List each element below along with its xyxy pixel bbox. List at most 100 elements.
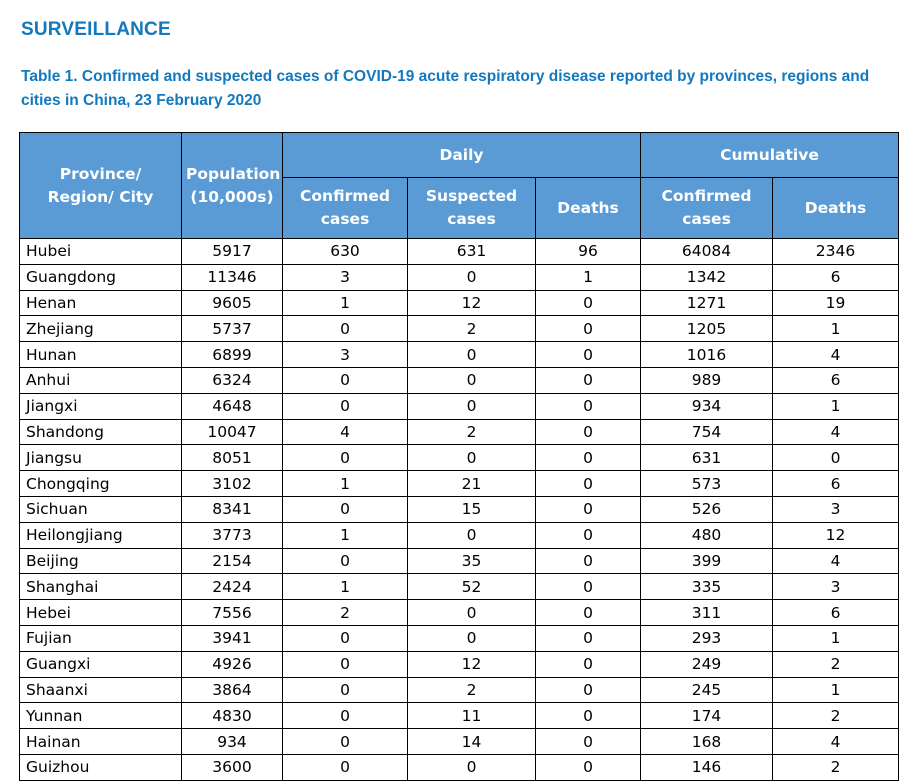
cell-cumulative-confirmed: 168 bbox=[640, 728, 773, 755]
cell-cumulative-deaths: 4 bbox=[772, 547, 899, 575]
cell-population: 10047 bbox=[181, 418, 283, 446]
cell-daily-suspected: 12 bbox=[407, 289, 536, 317]
cell-daily-confirmed: 0 bbox=[282, 624, 408, 652]
cell-cumulative-deaths: 6 bbox=[772, 263, 899, 291]
cell-daily-deaths: 0 bbox=[535, 392, 641, 420]
cell-population: 4926 bbox=[181, 650, 283, 678]
cell-daily-confirmed: 0 bbox=[282, 366, 408, 394]
table-row: Shanghai 2424 1 52 0 335 3 bbox=[19, 573, 899, 601]
table-row: Yunnan 4830 0 11 0 174 2 bbox=[19, 702, 899, 730]
cell-population: 934 bbox=[181, 728, 283, 755]
cell-province: Anhui bbox=[19, 366, 182, 394]
cell-province: Guangdong bbox=[19, 263, 182, 291]
cell-province: Shaanxi bbox=[19, 676, 182, 704]
cell-cumulative-confirmed: 934 bbox=[640, 392, 773, 420]
cell-cumulative-deaths: 4 bbox=[772, 418, 899, 446]
cell-cumulative-deaths: 6 bbox=[772, 366, 899, 394]
cell-population: 5737 bbox=[181, 315, 283, 343]
cell-daily-deaths: 0 bbox=[535, 599, 641, 626]
cell-daily-confirmed: 0 bbox=[282, 547, 408, 575]
cell-daily-deaths: 0 bbox=[535, 521, 641, 549]
cell-cumulative-confirmed: 480 bbox=[640, 521, 773, 549]
cell-daily-suspected: 12 bbox=[407, 650, 536, 678]
cell-daily-suspected: 14 bbox=[407, 728, 536, 755]
cell-daily-deaths: 1 bbox=[535, 263, 641, 291]
header-cumulative-deaths: Deaths bbox=[772, 177, 899, 239]
cell-daily-deaths: 96 bbox=[535, 238, 641, 265]
cell-daily-deaths: 0 bbox=[535, 418, 641, 446]
header-daily-deaths: Deaths bbox=[535, 177, 641, 239]
cell-cumulative-confirmed: 754 bbox=[640, 418, 773, 446]
header-province: Province/ Region/ City bbox=[19, 132, 182, 239]
table-row: Henan 9605 1 12 0 1271 19 bbox=[19, 289, 899, 317]
header-daily-group: Daily bbox=[282, 132, 641, 178]
cell-cumulative-confirmed: 64084 bbox=[640, 238, 773, 265]
cell-cumulative-deaths: 1 bbox=[772, 624, 899, 652]
header-daily-confirmed: Confirmed cases bbox=[282, 177, 408, 239]
cell-province: Sichuan bbox=[19, 495, 182, 523]
cell-cumulative-confirmed: 526 bbox=[640, 495, 773, 523]
cell-population: 6899 bbox=[181, 341, 283, 368]
table-row: Hebei 7556 2 0 0 311 6 bbox=[19, 599, 899, 626]
cell-province: Hainan bbox=[19, 728, 182, 755]
cell-province: Zhejiang bbox=[19, 315, 182, 343]
cell-province: Beijing bbox=[19, 547, 182, 575]
cell-population: 11346 bbox=[181, 263, 283, 291]
cell-population: 6324 bbox=[181, 366, 283, 394]
cell-cumulative-confirmed: 1205 bbox=[640, 315, 773, 343]
cell-province: Hubei bbox=[19, 238, 182, 265]
cell-daily-suspected: 0 bbox=[407, 599, 536, 626]
cell-daily-confirmed: 3 bbox=[282, 263, 408, 291]
cell-daily-suspected: 0 bbox=[407, 521, 536, 549]
cell-daily-confirmed: 0 bbox=[282, 728, 408, 755]
cell-daily-confirmed: 0 bbox=[282, 315, 408, 343]
cell-cumulative-confirmed: 146 bbox=[640, 753, 773, 781]
header-cumulative-confirmed: Confirmed cases bbox=[640, 177, 773, 239]
cell-province: Jiangxi bbox=[19, 392, 182, 420]
cell-cumulative-deaths: 2346 bbox=[772, 238, 899, 265]
cell-daily-confirmed: 1 bbox=[282, 521, 408, 549]
cell-cumulative-deaths: 12 bbox=[772, 521, 899, 549]
cell-province: Hunan bbox=[19, 341, 182, 368]
table-body: Hubei 5917 630 631 96 64084 2346 Guangdong 11346… bbox=[19, 238, 899, 781]
cell-daily-deaths: 0 bbox=[535, 495, 641, 523]
cell-daily-deaths: 0 bbox=[535, 624, 641, 652]
cell-daily-confirmed: 4 bbox=[282, 418, 408, 446]
cell-daily-suspected: 0 bbox=[407, 392, 536, 420]
section-title: SURVEILLANCE bbox=[21, 19, 171, 40]
cell-cumulative-confirmed: 989 bbox=[640, 366, 773, 394]
cell-cumulative-confirmed: 1342 bbox=[640, 263, 773, 291]
table-row: Sichuan 8341 0 15 0 526 3 bbox=[19, 495, 899, 523]
cell-cumulative-deaths: 3 bbox=[772, 495, 899, 523]
table-row: Shandong 10047 4 2 0 754 4 bbox=[19, 418, 899, 446]
cell-province: Fujian bbox=[19, 624, 182, 652]
cell-cumulative-confirmed: 631 bbox=[640, 444, 773, 472]
cell-cumulative-confirmed: 573 bbox=[640, 470, 773, 497]
cell-daily-suspected: 21 bbox=[407, 470, 536, 497]
table-row: Chongqing 3102 1 21 0 573 6 bbox=[19, 470, 899, 497]
header-row-subcolumns: Confirmed cases Suspected cases Deaths C… bbox=[20, 177, 899, 239]
cell-daily-deaths: 0 bbox=[535, 753, 641, 781]
cell-population: 4648 bbox=[181, 392, 283, 420]
cell-province: Jiangsu bbox=[19, 444, 182, 472]
cell-population: 8051 bbox=[181, 444, 283, 472]
table-row: Hainan 934 0 14 0 168 4 bbox=[19, 728, 899, 755]
cell-population: 3773 bbox=[181, 521, 283, 549]
cell-daily-deaths: 0 bbox=[535, 728, 641, 755]
cell-daily-deaths: 0 bbox=[535, 444, 641, 472]
cell-daily-deaths: 0 bbox=[535, 341, 641, 368]
table-row: Guangxi 4926 0 12 0 249 2 bbox=[19, 650, 899, 678]
cell-daily-confirmed: 0 bbox=[282, 753, 408, 781]
cell-daily-confirmed: 1 bbox=[282, 289, 408, 317]
cell-cumulative-deaths: 2 bbox=[772, 650, 899, 678]
cases-table: Province/ Region/ City Population (10,00… bbox=[19, 132, 899, 781]
cell-daily-deaths: 0 bbox=[535, 366, 641, 394]
cell-daily-suspected: 0 bbox=[407, 366, 536, 394]
cell-population: 2424 bbox=[181, 573, 283, 601]
cell-daily-confirmed: 0 bbox=[282, 495, 408, 523]
cell-province: Heilongjiang bbox=[19, 521, 182, 549]
cell-daily-suspected: 0 bbox=[407, 624, 536, 652]
cell-daily-deaths: 0 bbox=[535, 573, 641, 601]
cell-daily-deaths: 0 bbox=[535, 702, 641, 730]
cell-daily-deaths: 0 bbox=[535, 289, 641, 317]
